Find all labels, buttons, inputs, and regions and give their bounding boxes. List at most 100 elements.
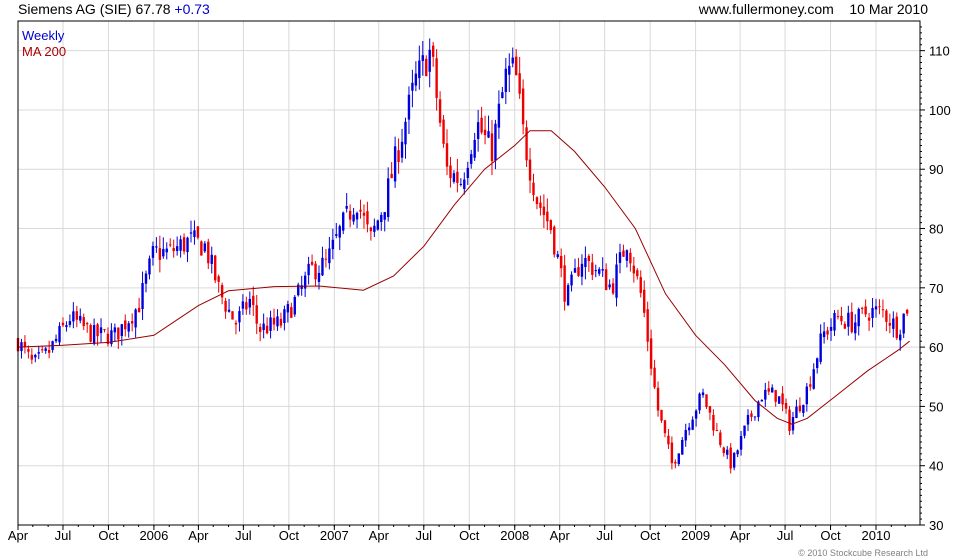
x-tick-label: Oct — [640, 528, 661, 543]
candle-body — [684, 429, 687, 441]
candle-body — [459, 183, 463, 185]
candle-body — [23, 341, 27, 348]
candle-body — [165, 248, 168, 253]
x-tick-label: Oct — [459, 528, 480, 543]
candle-body — [103, 329, 106, 331]
candle-body — [726, 449, 729, 455]
candle-body — [881, 309, 885, 311]
candle-body — [380, 214, 383, 223]
candle-body — [788, 409, 791, 431]
candle-body — [670, 442, 674, 464]
candle-body — [393, 146, 397, 182]
candle-body — [231, 311, 234, 320]
candle-body — [383, 212, 386, 220]
y-tick-label: 40 — [929, 459, 943, 474]
candle-body — [819, 333, 822, 362]
candle-body — [777, 396, 781, 404]
candle-body — [169, 244, 172, 246]
candle-body — [61, 322, 65, 326]
chart-date: 10 Mar 2010 — [849, 1, 928, 17]
candle-body — [857, 308, 860, 327]
candle-body — [746, 414, 750, 425]
candle-body — [338, 226, 341, 238]
candle-body — [72, 311, 75, 322]
candle-body — [317, 272, 321, 282]
candle-body — [120, 324, 123, 337]
candle-body — [867, 317, 871, 321]
candle-body — [463, 179, 466, 189]
candle-body — [37, 352, 40, 354]
candle-body — [850, 311, 853, 333]
candle-body — [781, 393, 784, 405]
candle-body — [290, 307, 293, 318]
candle-body — [798, 405, 802, 412]
candle-body — [625, 250, 629, 261]
candle-body — [584, 257, 587, 268]
candle-body — [580, 263, 584, 277]
candle-body — [701, 392, 705, 396]
candle-body — [570, 274, 573, 286]
candle-body — [200, 241, 203, 256]
candle-body — [732, 453, 736, 468]
candle-body — [428, 49, 431, 72]
candle-body — [203, 243, 207, 252]
candle-body — [265, 325, 269, 334]
candle-body — [750, 413, 753, 417]
candle-body — [591, 262, 594, 275]
candle-body — [622, 250, 625, 257]
legend-ma200: MA 200 — [22, 44, 66, 59]
candle-body — [283, 309, 286, 324]
weekly-candles — [16, 38, 909, 474]
candle-body — [539, 202, 542, 208]
candle-body — [660, 409, 663, 421]
candle-body — [96, 324, 99, 337]
candle-body — [314, 263, 317, 280]
candle-body — [487, 131, 490, 138]
candle-body — [106, 333, 110, 344]
x-tick-label: 2008 — [500, 528, 529, 543]
candle-body — [65, 325, 68, 328]
candle-body — [117, 327, 120, 340]
candle-body — [722, 447, 725, 454]
ma200-line — [17, 130, 910, 425]
candle-body — [802, 404, 805, 413]
candle-body — [594, 270, 597, 272]
candle-body — [124, 320, 127, 330]
candle-body — [653, 367, 656, 388]
candle-body — [715, 430, 719, 432]
candle-body — [885, 310, 888, 322]
price-change: +0.73 — [174, 1, 210, 17]
candle-body — [258, 326, 262, 332]
candle-body — [227, 309, 231, 312]
candle-body — [878, 306, 881, 308]
candle-body — [809, 384, 812, 387]
candle-body — [400, 141, 404, 158]
candle-body — [497, 103, 501, 128]
candle-body — [528, 159, 532, 181]
candle-body — [708, 406, 712, 413]
candle-body — [404, 121, 407, 145]
candle-body — [321, 257, 324, 276]
candle-body — [414, 73, 418, 86]
candle-body — [297, 284, 300, 296]
candle-body — [587, 255, 591, 262]
candle-body — [224, 300, 227, 312]
y-tick-label: 30 — [929, 518, 943, 533]
candle-body — [767, 388, 770, 392]
candle-body — [525, 127, 528, 161]
legend: Weekly MA 200 — [22, 28, 66, 59]
ma-line — [17, 130, 910, 425]
candle-body — [656, 387, 660, 411]
y-tick-label: 90 — [929, 162, 943, 177]
candle-body — [515, 56, 518, 76]
candle-body — [736, 450, 739, 455]
candle-body — [546, 211, 549, 222]
candle-body — [771, 387, 774, 393]
candle-body — [262, 323, 265, 331]
candle-body — [611, 283, 615, 294]
candle-body — [207, 241, 210, 264]
candle-body — [438, 99, 442, 123]
chart-source: www.fullermoney.com 10 Mar 2010 — [699, 1, 928, 17]
candle-body — [27, 349, 30, 352]
